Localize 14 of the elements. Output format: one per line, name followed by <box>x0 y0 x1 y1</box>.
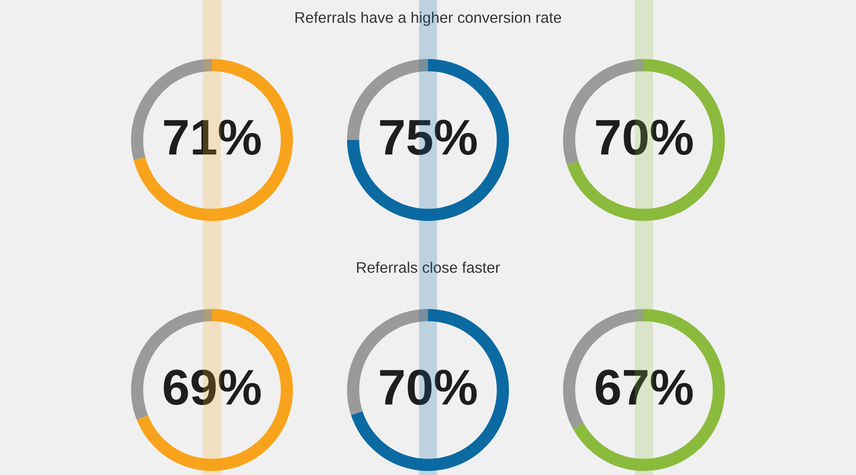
donut-slice <box>573 309 725 471</box>
donut-slice <box>134 59 293 221</box>
data-label: 71% <box>164 120 261 155</box>
donut-slice <box>351 309 509 471</box>
data-label: 75% <box>380 120 477 156</box>
data-label: 67% <box>596 370 693 406</box>
data-label: 70% <box>380 370 477 406</box>
chart-title: Referrals have a higher conversion rate <box>296 12 562 26</box>
donut-slice <box>136 309 293 471</box>
donut-slice <box>567 59 725 221</box>
data-label: 69% <box>164 370 261 406</box>
data-label: 70% <box>596 120 693 156</box>
donut-slice <box>347 59 509 221</box>
chart-title: Referrals close faster <box>357 262 500 273</box>
